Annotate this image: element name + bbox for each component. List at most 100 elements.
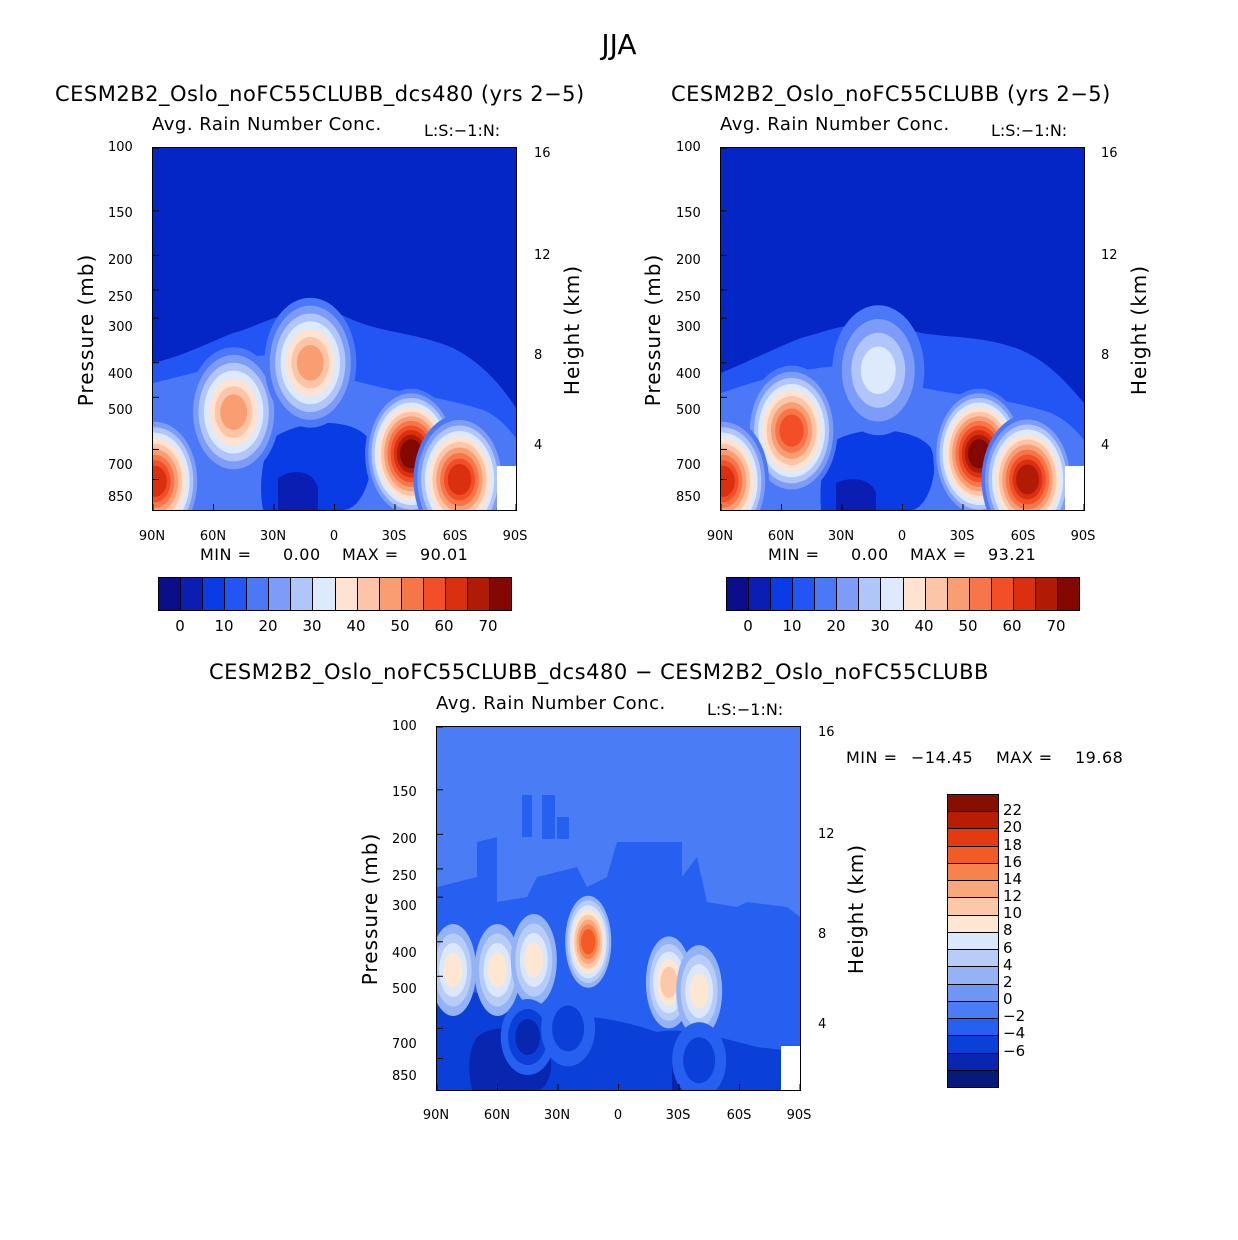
right-y2tick-16: 16 [1101, 146, 1118, 161]
diff-colorbar-cell-2 [948, 829, 998, 847]
left-colorbar-cell-0 [159, 578, 182, 610]
left-xtick-90n: 90N [138, 529, 166, 544]
right-xtick-0: 0 [897, 529, 907, 544]
diff-xtick-90n: 90N [422, 1108, 450, 1123]
diff-xtick-30n: 30N [543, 1108, 571, 1123]
right-xtick-30s: 30S [949, 529, 975, 544]
left-panel-tag: L:S:−1:N: [424, 121, 501, 140]
diff-y2tick-16: 16 [818, 725, 835, 740]
diff-cbar-tick-11: 0 [1003, 990, 1013, 1009]
diff-cbar-tick-6: 10 [1003, 904, 1023, 923]
left-xtick-90s: 90S [502, 529, 528, 544]
left-plot-area [152, 147, 517, 511]
diff-panel-tag: L:S:−1:N: [707, 700, 784, 719]
diff-upper-streak-3 [557, 817, 569, 839]
right-ytick-150: 150 [676, 206, 701, 221]
left-max-value: 90.01 [420, 545, 469, 564]
right-panel-title: CESM2B2_Oslo_noFC55CLUBB (yrs 2−5) [671, 82, 1111, 106]
right-colorbar-cell-7 [881, 578, 904, 610]
diff-cbar-tick-8: 6 [1003, 938, 1013, 957]
diff-cbar-tick-10: 2 [1003, 972, 1013, 991]
left-cbar-tick-40: 40 [346, 617, 366, 635]
diff-max-label: MAX = [996, 748, 1053, 767]
right-colorbar-cell-6 [859, 578, 882, 610]
left-ytick-300: 300 [108, 320, 133, 335]
left-min-label: MIN = [200, 545, 252, 564]
left-cbar-tick-50: 50 [390, 617, 410, 635]
left-y2tick-16: 16 [534, 146, 551, 161]
diff-colorbar-cell-15 [948, 1053, 998, 1071]
diff-cbar-tick-7: 8 [1003, 921, 1013, 940]
right-colorbar-cell-12 [991, 578, 1014, 610]
diff-features [437, 895, 727, 1090]
left-cbar-tick-30: 30 [302, 617, 322, 635]
diff-colorbar [947, 794, 999, 1088]
left-xtick-30n: 30N [259, 529, 287, 544]
diff-colorbar-cell-0 [948, 795, 998, 813]
diff-y2tick-4: 4 [818, 1017, 827, 1032]
left-colorbar-cell-6 [291, 578, 314, 610]
diff-colorbar-cell-14 [948, 1036, 998, 1054]
diff-plot-area [436, 726, 801, 1091]
diff-ytick-500: 500 [392, 982, 417, 997]
right-min-label: MIN = [768, 545, 820, 564]
diff-ytick-100: 100 [392, 719, 417, 734]
left-xtick-0: 0 [329, 529, 339, 544]
right-cbar-tick-40: 40 [914, 617, 934, 635]
left-ytick-200: 200 [108, 253, 133, 268]
left-colorbar-cell-5 [269, 578, 292, 610]
diff-cbar-tick-5: 12 [1003, 887, 1023, 906]
diff-colorbar-cell-12 [948, 1001, 998, 1020]
right-ytick-400: 400 [676, 367, 701, 382]
left-missing-block [497, 466, 516, 510]
left-lower-trough2 [278, 472, 318, 510]
right-colorbar-cell-14 [1035, 578, 1058, 610]
right-xtick-90s: 90S [1070, 529, 1096, 544]
panel-diff-contour-7-1 [552, 1005, 585, 1052]
left-colorbar-cell-1 [181, 578, 204, 610]
left-y2tick-8: 8 [534, 348, 543, 363]
left-xtick-30s: 30S [381, 529, 407, 544]
right-ytick-700: 700 [676, 458, 701, 473]
diff-heatmap [437, 727, 800, 1090]
diff-colorbar-cell-16 [948, 1070, 998, 1087]
diff-cbar-tick-9: 4 [1003, 955, 1013, 974]
right-cbar-tick-20: 20 [826, 617, 846, 635]
right-colorbar-cell-9 [925, 578, 948, 610]
right-min-value: 0.00 [851, 545, 889, 564]
diff-colorbar-cell-5 [948, 881, 998, 899]
right-colorbar-cell-1 [749, 578, 772, 610]
left-max-label: MAX = [342, 545, 399, 564]
right-y2tick-4: 4 [1101, 438, 1110, 453]
right-ytick-200: 200 [676, 253, 701, 268]
left-panel-variable: Avg. Rain Number Conc. [152, 114, 382, 135]
right-xtick-30n: 30N [827, 529, 855, 544]
diff-max-value: 19.68 [1075, 748, 1124, 767]
right-ylabel: Pressure (mb) [641, 253, 665, 407]
figure-title: JJA [601, 28, 637, 61]
diff-y2tick-12: 12 [818, 827, 835, 842]
diff-ytick-700: 700 [392, 1037, 417, 1052]
right-colorbar-cell-8 [903, 578, 926, 610]
left-cbar-tick-10: 10 [214, 617, 234, 635]
left-colorbar-cell-13 [445, 578, 468, 610]
diff-y2tick-8: 8 [818, 927, 827, 942]
panel-diff-contour-2-3 [488, 952, 507, 988]
right-xtick-90n: 90N [706, 529, 734, 544]
left-colorbar-cell-14 [467, 578, 490, 610]
left-ytick-400: 400 [108, 367, 133, 382]
right-heatmap [721, 148, 1084, 510]
left-colorbar-cell-10 [379, 578, 402, 610]
diff-colorbar-cell-6 [948, 898, 998, 916]
right-ytick-100: 100 [676, 140, 701, 155]
panel-diff-contour-0-7 [581, 928, 596, 955]
panel-diff-contour-6-2 [515, 1019, 541, 1056]
diff-colorbar-cell-13 [948, 1019, 998, 1037]
right-features [721, 305, 1074, 510]
left-cbar-tick-70: 70 [478, 617, 498, 635]
left-ytick-700: 700 [108, 458, 133, 473]
left-y2label: Height (km) [560, 264, 584, 396]
left-ytick-150: 150 [108, 206, 133, 221]
left-colorbar-cell-3 [225, 578, 248, 610]
diff-xtick-90s: 90S [786, 1108, 812, 1123]
